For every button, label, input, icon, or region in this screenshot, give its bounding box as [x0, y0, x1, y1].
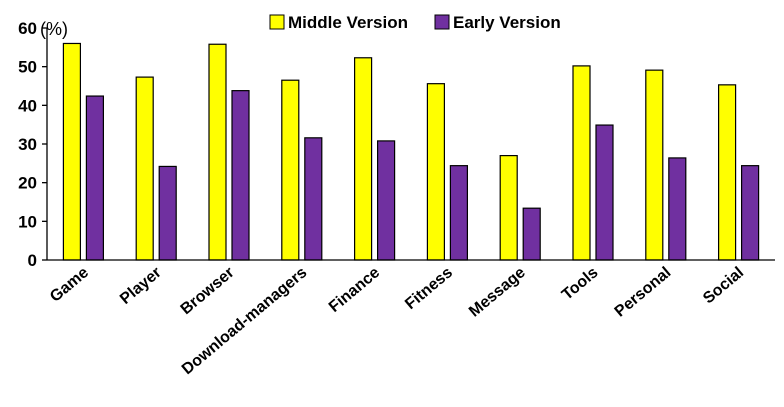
bar-middle-version-message [499, 155, 518, 261]
x-tick-label: Personal [612, 264, 675, 320]
bar-early-version-fitness [449, 165, 468, 261]
bar-early-version-game [85, 95, 105, 261]
x-tick-label: Game [47, 264, 92, 306]
y-tick-label: 40 [18, 96, 37, 115]
x-tick-label: Tools [559, 264, 602, 304]
y-unit-label: (%) [40, 19, 68, 39]
x-tick-label: Player [117, 264, 165, 308]
legend: Middle Version Early Version [269, 13, 561, 32]
legend-swatch-middle-version [269, 14, 285, 30]
x-tick-label: Browser [178, 264, 238, 318]
bar-middle-version-personal [645, 69, 664, 261]
bar-middle-version-fitness [426, 83, 445, 261]
bar-early-version-message [522, 207, 541, 261]
bars [62, 42, 760, 261]
bar-early-version-tools [595, 124, 614, 261]
bar-middle-version-finance [354, 57, 373, 261]
bar-middle-version-social [717, 84, 737, 261]
x-tick-label: Social [700, 264, 747, 307]
bar-early-version-social [740, 165, 760, 261]
bar-early-version-player [158, 165, 177, 261]
y-axis: 0 10 20 30 40 50 60 [18, 19, 48, 270]
legend-swatch-early-version [434, 14, 450, 30]
bar-middle-version-browser [208, 43, 227, 261]
y-tick-label: 30 [18, 135, 37, 154]
bar-middle-version-download-managers [281, 79, 300, 261]
y-tick-label: 50 [18, 58, 37, 77]
y-tick-label: 60 [18, 19, 37, 38]
bar-early-version-browser [231, 90, 250, 261]
y-tick-label: 0 [28, 251, 37, 270]
bar-middle-version-game [62, 42, 82, 261]
x-tick-label: Message [466, 264, 529, 321]
bar-early-version-finance [377, 140, 396, 261]
legend-label-early-version: Early Version [453, 13, 561, 32]
legend-label-middle-version: Middle Version [288, 13, 408, 32]
x-tick-label: Fitness [402, 264, 456, 313]
bar-middle-version-player [135, 76, 154, 261]
y-tick-label: 20 [18, 174, 37, 193]
y-tick-label: 10 [18, 212, 37, 231]
bar-middle-version-tools [572, 65, 591, 261]
x-tick-label: Finance [326, 264, 383, 316]
bar-early-version-personal [668, 157, 687, 261]
x-tick-label: Download-managers [179, 264, 311, 378]
bar-early-version-download-managers [304, 137, 323, 261]
